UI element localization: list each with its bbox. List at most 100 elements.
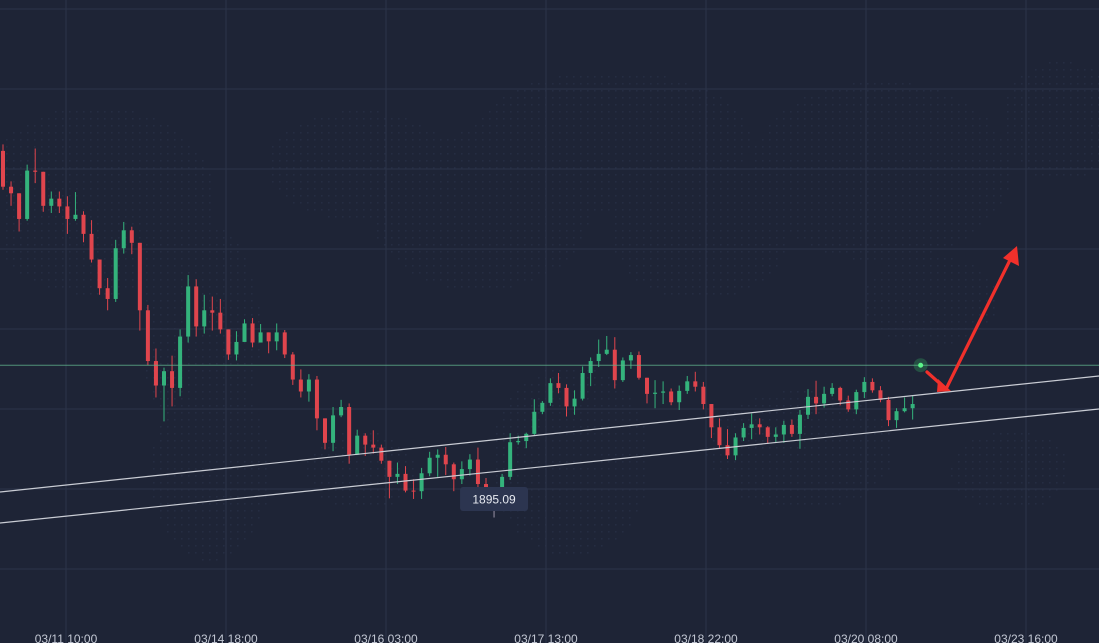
candle[interactable] bbox=[830, 383, 835, 397]
candle[interactable] bbox=[789, 419, 794, 437]
candle[interactable] bbox=[242, 319, 247, 342]
candle[interactable] bbox=[153, 348, 158, 398]
candle[interactable] bbox=[508, 433, 513, 480]
candle[interactable] bbox=[387, 460, 392, 499]
candle[interactable] bbox=[210, 296, 215, 331]
candle[interactable] bbox=[532, 399, 537, 436]
candle[interactable] bbox=[822, 386, 827, 408]
candle[interactable] bbox=[645, 377, 649, 404]
candle[interactable] bbox=[459, 461, 464, 485]
candle[interactable] bbox=[81, 211, 86, 243]
candle[interactable] bbox=[846, 395, 851, 412]
candle[interactable] bbox=[323, 418, 327, 450]
candle[interactable] bbox=[89, 220, 94, 263]
candle[interactable] bbox=[741, 423, 746, 442]
candle[interactable] bbox=[540, 401, 545, 415]
candle[interactable] bbox=[170, 355, 175, 407]
candle[interactable] bbox=[33, 148, 38, 184]
candle[interactable] bbox=[105, 278, 110, 311]
candle[interactable] bbox=[121, 221, 126, 254]
candle[interactable] bbox=[113, 239, 118, 302]
candle[interactable] bbox=[604, 335, 609, 356]
candle[interactable] bbox=[862, 377, 867, 399]
candle[interactable] bbox=[443, 447, 448, 476]
candle[interactable] bbox=[363, 433, 368, 456]
candle[interactable] bbox=[97, 259, 102, 295]
candle[interactable] bbox=[653, 380, 658, 409]
candle[interactable] bbox=[411, 479, 416, 499]
candle[interactable] bbox=[17, 193, 22, 232]
candle[interactable] bbox=[186, 275, 191, 343]
candle[interactable] bbox=[709, 404, 714, 439]
candle[interactable] bbox=[620, 357, 625, 382]
candle[interactable] bbox=[894, 408, 899, 428]
candle[interactable] bbox=[806, 389, 810, 419]
candle[interactable] bbox=[403, 466, 408, 493]
candle[interactable] bbox=[371, 430, 376, 454]
candle[interactable] bbox=[580, 366, 585, 401]
candle[interactable] bbox=[298, 369, 303, 398]
candle[interactable] bbox=[765, 426, 770, 445]
candle[interactable] bbox=[661, 381, 666, 405]
candle[interactable] bbox=[162, 367, 166, 422]
candle[interactable] bbox=[564, 384, 569, 417]
candle[interactable] bbox=[202, 294, 207, 334]
candle[interactable] bbox=[596, 339, 601, 368]
candle[interactable] bbox=[717, 418, 722, 449]
candle[interactable] bbox=[137, 242, 142, 331]
candle[interactable] bbox=[685, 375, 690, 394]
candle[interactable] bbox=[628, 352, 633, 369]
candle[interactable] bbox=[266, 332, 271, 354]
candle[interactable] bbox=[451, 462, 456, 492]
candle[interactable] bbox=[306, 374, 311, 402]
candle[interactable] bbox=[677, 385, 682, 410]
candle[interactable] bbox=[314, 375, 319, 431]
candle[interactable] bbox=[234, 331, 239, 361]
candle[interactable] bbox=[427, 451, 432, 477]
candle[interactable] bbox=[274, 323, 279, 351]
candle[interactable] bbox=[548, 378, 553, 406]
candle[interactable] bbox=[258, 324, 263, 343]
candle[interactable] bbox=[467, 454, 472, 476]
candle[interactable] bbox=[910, 395, 915, 420]
candle[interactable] bbox=[9, 181, 14, 206]
candle[interactable] bbox=[781, 420, 786, 443]
candle[interactable] bbox=[339, 399, 344, 418]
candle[interactable] bbox=[757, 418, 762, 435]
candle[interactable] bbox=[347, 403, 352, 464]
candle[interactable] bbox=[902, 397, 907, 413]
candle[interactable] bbox=[773, 427, 778, 443]
candle[interactable] bbox=[838, 386, 843, 406]
candle[interactable] bbox=[395, 462, 400, 485]
candle[interactable] bbox=[814, 380, 819, 415]
candle[interactable] bbox=[475, 447, 480, 492]
candle[interactable] bbox=[556, 372, 561, 394]
candle[interactable] bbox=[41, 171, 46, 212]
candle[interactable] bbox=[178, 329, 183, 397]
candle[interactable] bbox=[145, 304, 150, 366]
candle[interactable] bbox=[25, 164, 30, 221]
candle[interactable] bbox=[355, 429, 360, 455]
candle[interactable] bbox=[701, 381, 706, 410]
candle[interactable] bbox=[572, 390, 577, 415]
candle[interactable] bbox=[725, 429, 730, 459]
candle[interactable] bbox=[870, 378, 875, 393]
candle[interactable] bbox=[524, 432, 529, 449]
candle[interactable] bbox=[250, 318, 255, 348]
candle[interactable] bbox=[379, 444, 384, 464]
candle[interactable] bbox=[65, 196, 70, 234]
candlestick-series[interactable] bbox=[1, 144, 915, 518]
candle[interactable] bbox=[73, 192, 78, 221]
candle[interactable] bbox=[129, 226, 134, 255]
candle[interactable] bbox=[419, 467, 424, 499]
candle[interactable] bbox=[588, 357, 593, 387]
candle[interactable] bbox=[749, 413, 754, 440]
candle[interactable] bbox=[290, 352, 295, 385]
candle[interactable] bbox=[218, 298, 223, 334]
candle[interactable] bbox=[435, 449, 440, 477]
candle[interactable] bbox=[226, 329, 231, 360]
candle[interactable] bbox=[49, 191, 54, 213]
candle[interactable] bbox=[886, 396, 891, 427]
candle[interactable] bbox=[669, 388, 674, 406]
